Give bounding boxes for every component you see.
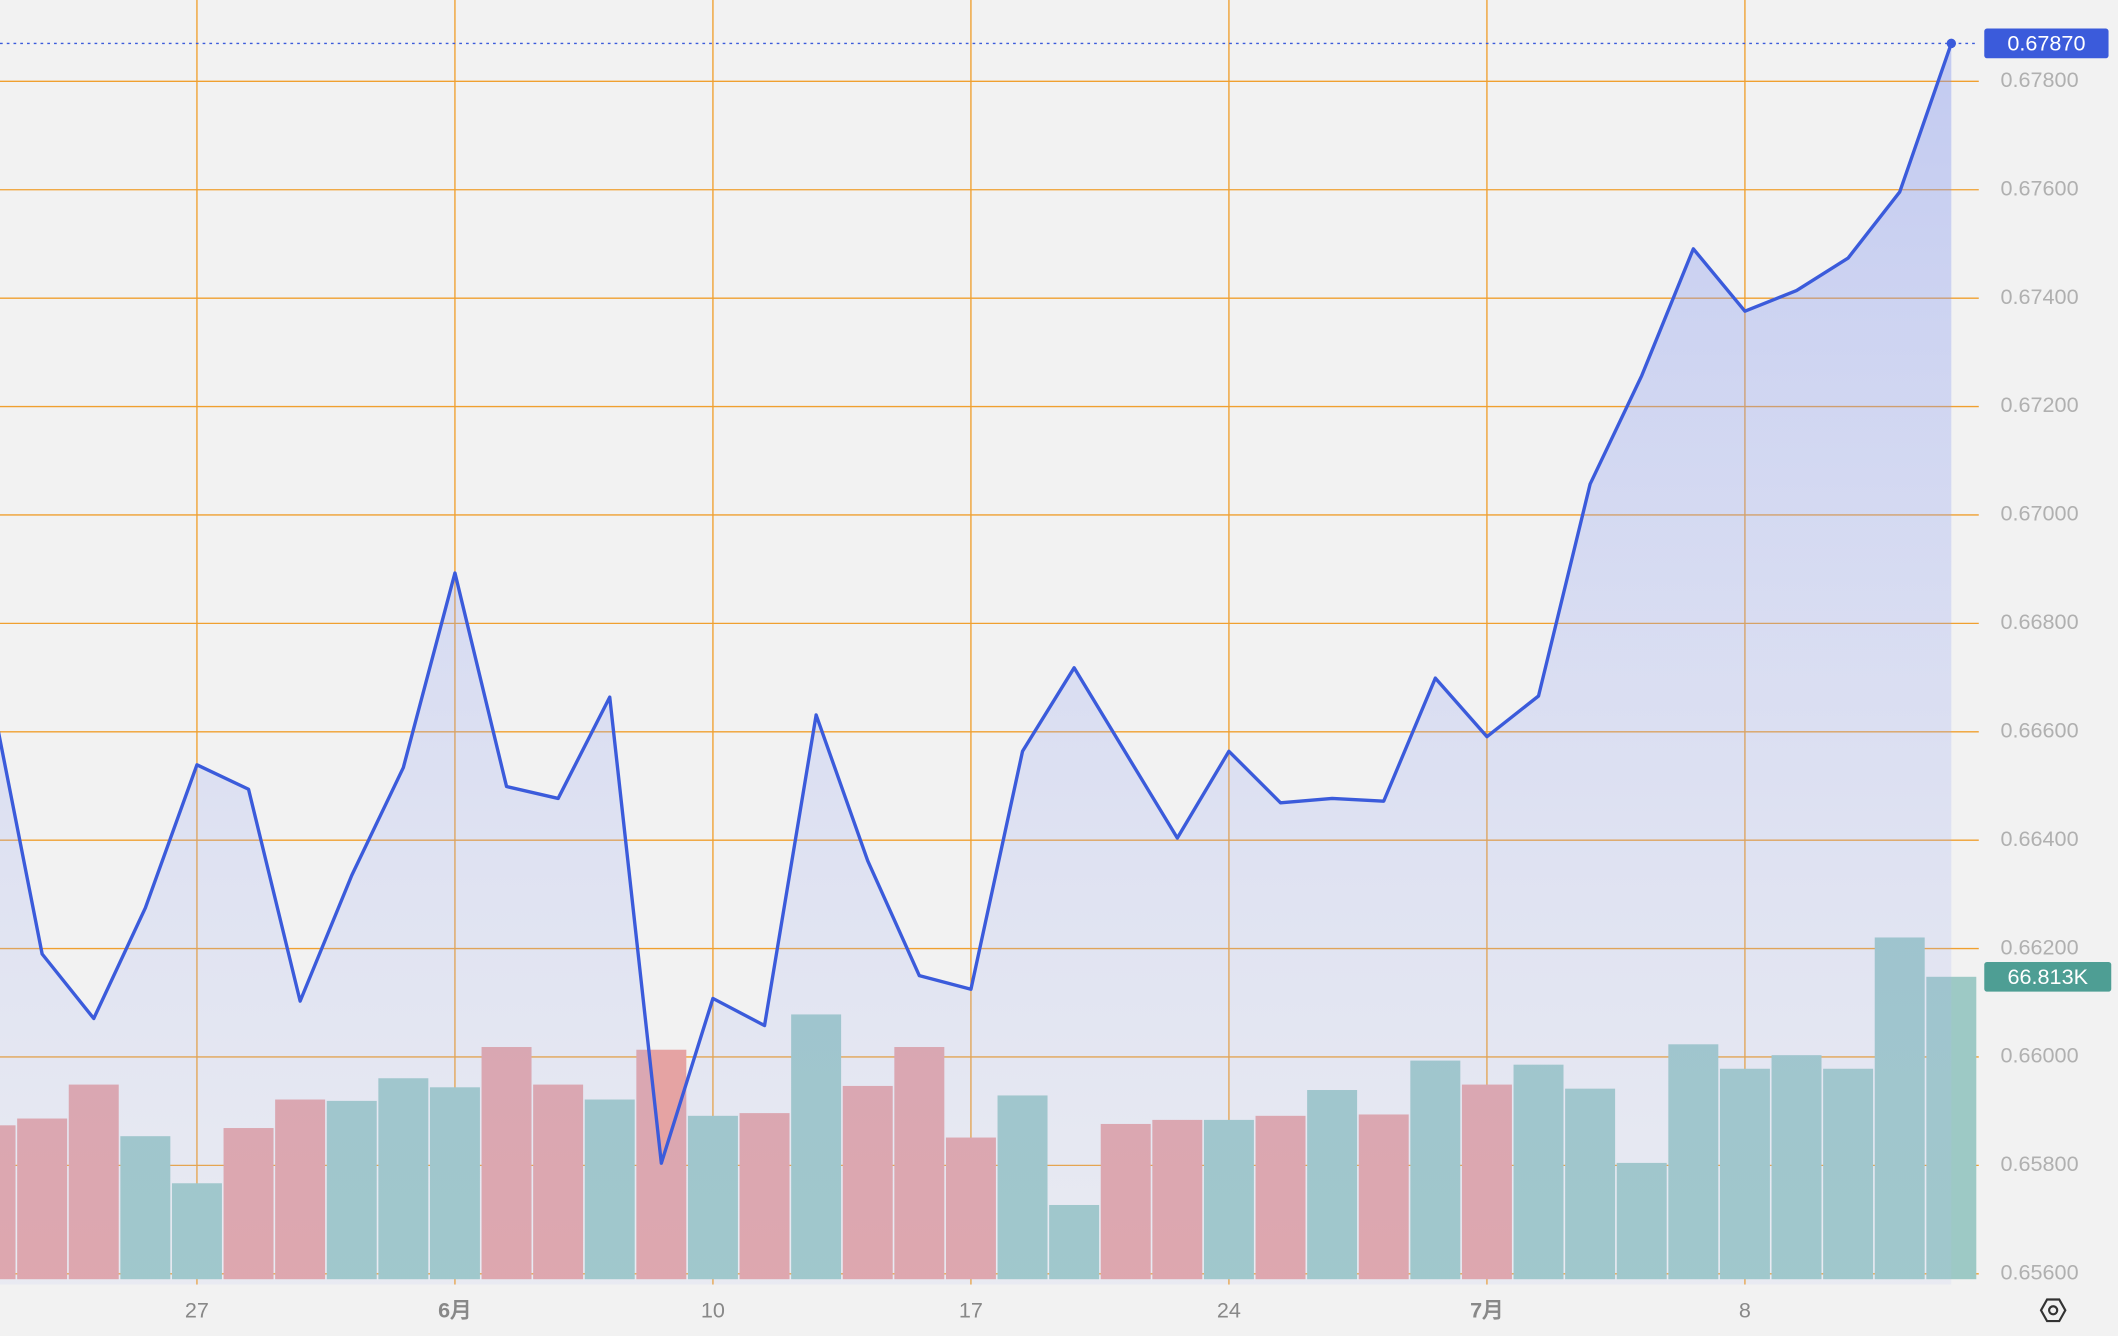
price-tag-label: 0.67870: [2007, 30, 2085, 55]
y-tick-label: 0.66400: [2000, 826, 2078, 851]
price-area: [0, 43, 1952, 1285]
plot-area: [0, 0, 1979, 1285]
volume-tag-label: 66.813K: [2008, 964, 2089, 989]
y-tick-label: 0.67200: [2000, 392, 2078, 417]
y-tick-label: 0.66600: [2000, 717, 2078, 742]
x-tick-label: 10: [701, 1297, 725, 1322]
y-tick-label: 0.66800: [2000, 609, 2078, 634]
y-tick-label: 0.66200: [2000, 934, 2078, 959]
x-tick-label: 27: [185, 1297, 209, 1322]
y-tick-label: 0.66000: [2000, 1043, 2078, 1068]
y-tick-label: 0.67000: [2000, 501, 2078, 526]
price-line: [0, 42, 1953, 1165]
x-tick-label: 7月: [1470, 1297, 1504, 1322]
last-point: [1946, 38, 1957, 49]
x-tick-label: 6月: [438, 1297, 472, 1322]
x-tick-label: 24: [1217, 1297, 1241, 1322]
price-tag: [1984, 28, 2109, 59]
volume-tag: [1984, 961, 2112, 992]
y-tick-label: 0.67600: [2000, 175, 2078, 200]
y-tick-label: 0.65600: [2000, 1259, 2078, 1284]
y-tick-label: 0.67800: [2000, 67, 2078, 92]
settings-icon[interactable]: [2039, 1298, 2067, 1323]
y-tick-label: 0.65800: [2000, 1151, 2078, 1176]
x-tick-label: 17: [959, 1297, 983, 1322]
x-tick-label: 8: [1739, 1297, 1751, 1322]
y-tick-label: 0.67400: [2000, 284, 2078, 309]
axes: 0.65600 0.65800 0.66000 0.66200 0.66400 0.666…: [0, 28, 2112, 1322]
